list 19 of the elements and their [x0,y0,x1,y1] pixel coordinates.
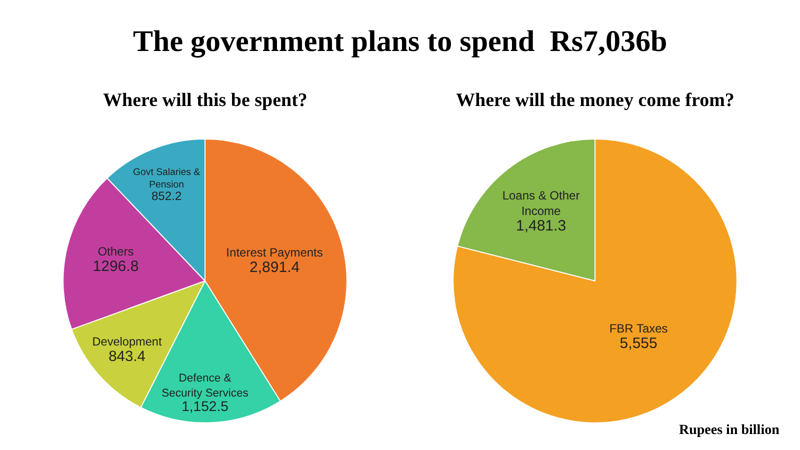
chart-subtitle: Where will this be spent? [103,90,308,111]
data-label: 843.4 [108,348,146,365]
data-label: 1,481.3 [516,218,566,235]
chart-title: The government plans to spend Rs7,036b [133,25,668,58]
data-label: 1296.8 [92,258,139,276]
slice-label: Interest Payments [226,246,323,260]
data-label: 5,555 [620,335,658,352]
pie-slice [452,138,738,424]
data-label: 2,891.4 [250,259,300,276]
slice-label: Govt Salaries & Pension [133,167,201,191]
slice-label: Others [98,244,134,259]
data-label: 1,152.5 [182,398,229,414]
slice-label: Loans & Other Income [502,188,580,218]
data-label: 852.2 [151,189,182,204]
text: Rupees in billion [679,423,780,438]
chart-title: Where will the money come from? [456,90,734,111]
slice-label: FBR Taxes [609,322,668,336]
slice-label: Defence & Security Services [162,372,249,400]
slice-label: Development [92,335,162,348]
